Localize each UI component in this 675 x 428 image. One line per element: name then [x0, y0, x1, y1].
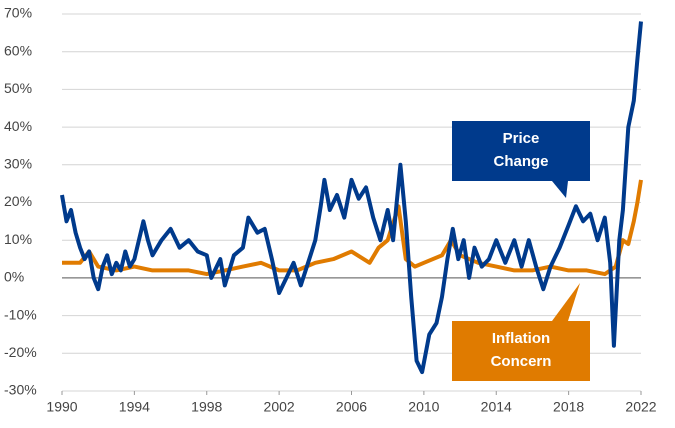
callout-text: Price — [503, 130, 540, 147]
annotations: Price Change Inflation Concern — [452, 121, 590, 381]
y-tick-label: -20% — [4, 344, 37, 360]
callout-box — [452, 321, 590, 381]
series-line — [60, 21, 643, 375]
y-tick-label: 60% — [4, 42, 32, 58]
y-tick-label: 30% — [4, 156, 32, 172]
x-tick-label: 2022 — [625, 399, 656, 415]
callout-pointer — [552, 283, 580, 321]
callout-text: Change — [493, 153, 548, 170]
y-tick-label: 10% — [4, 231, 32, 247]
y-tick-label: -30% — [4, 382, 37, 398]
x-tick-label: 1994 — [119, 399, 150, 415]
y-tick-label: -10% — [4, 306, 37, 322]
y-tick-label: 0% — [4, 269, 24, 285]
y-tick-label: 70% — [4, 5, 32, 21]
x-tick-label: 2010 — [408, 399, 439, 415]
y-tick-label: 50% — [4, 80, 32, 96]
x-tick-label: 2014 — [481, 399, 512, 415]
callout-pointer — [552, 181, 568, 198]
x-tick-label: 1998 — [191, 399, 222, 415]
y-tick-label: 40% — [4, 118, 32, 134]
callout-box — [452, 121, 590, 181]
callout-text: Inflation — [492, 330, 550, 347]
callout-text: Concern — [491, 353, 552, 370]
x-tick-label: 1990 — [46, 399, 77, 415]
x-tick-label: 2018 — [553, 399, 584, 415]
y-tick-label: 20% — [4, 193, 32, 209]
x-tick-label: 2002 — [264, 399, 295, 415]
x-tick-label: 2006 — [336, 399, 367, 415]
